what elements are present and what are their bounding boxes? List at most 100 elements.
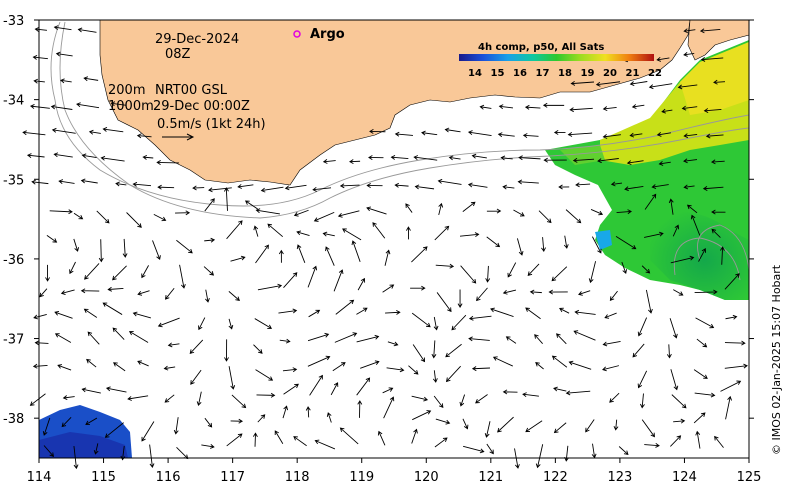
current-arrow xyxy=(385,309,401,315)
x-tick-label: 115 xyxy=(91,470,116,485)
current-arrow xyxy=(293,436,307,447)
current-arrow xyxy=(411,246,428,263)
current-arrow xyxy=(538,210,552,224)
current-arrow xyxy=(719,246,725,265)
current-arrow xyxy=(445,365,461,383)
current-arrow xyxy=(479,104,492,110)
argo-marker-icon xyxy=(293,30,301,38)
current-arrow xyxy=(34,340,49,346)
current-arrow xyxy=(192,185,205,191)
current-arrow xyxy=(457,289,463,308)
current-arrow xyxy=(431,340,437,359)
current-arrow xyxy=(610,181,623,187)
current-arrow xyxy=(128,331,149,343)
hour-label: 08Z xyxy=(165,47,191,62)
current-arrow xyxy=(312,186,332,192)
current-arrow xyxy=(85,417,98,425)
current-arrow xyxy=(196,391,202,407)
current-arrow xyxy=(152,240,161,261)
current-arrow xyxy=(57,364,72,371)
x-tick-label: 117 xyxy=(220,470,245,485)
current-arrow xyxy=(228,318,234,330)
current-arrow xyxy=(720,380,742,392)
current-arrow xyxy=(43,445,55,458)
current-arrow xyxy=(468,315,492,321)
current-arrow xyxy=(228,366,236,390)
current-arrow xyxy=(444,127,461,133)
current-arrow xyxy=(237,184,254,189)
colorbar-tick-label: 20 xyxy=(603,68,617,79)
current-arrow xyxy=(451,314,467,331)
current-arrow xyxy=(412,410,432,421)
current-arrow xyxy=(149,444,155,468)
colorbar-tick-label: 17 xyxy=(536,68,550,79)
current-arrow xyxy=(55,51,73,57)
current-arrow xyxy=(459,394,466,407)
current-arrow xyxy=(590,209,604,216)
current-arrow xyxy=(408,365,419,375)
current-arrow xyxy=(591,443,597,459)
current-arrow xyxy=(357,277,366,291)
current-arrow xyxy=(307,355,331,367)
current-arrow xyxy=(61,417,72,428)
current-arrow xyxy=(644,193,657,210)
current-arrow xyxy=(535,362,544,370)
current-arrow xyxy=(670,255,695,264)
current-arrow xyxy=(204,237,216,243)
current-arrow xyxy=(448,155,461,161)
current-arrow xyxy=(556,333,567,345)
current-arrow xyxy=(382,284,395,293)
y-tick-label: -36 xyxy=(3,253,24,268)
colorbar-tick-label: 14 xyxy=(468,68,482,79)
current-arrow xyxy=(525,420,543,433)
current-arrow xyxy=(58,179,75,184)
current-arrow xyxy=(700,56,724,62)
y-axis: -33 -34 -35 -36 -37 -38 xyxy=(3,14,754,427)
current-arrow xyxy=(595,81,621,87)
current-arrow xyxy=(644,442,660,448)
current-arrow xyxy=(616,209,632,215)
current-arrow xyxy=(641,419,655,438)
current-arrow xyxy=(693,369,708,379)
current-arrow xyxy=(553,130,566,135)
current-arrow xyxy=(53,152,73,158)
current-arrow xyxy=(33,313,47,320)
current-arrow xyxy=(332,362,346,372)
current-arrow xyxy=(368,155,384,160)
current-arrow xyxy=(666,344,672,359)
current-arrow xyxy=(382,387,394,394)
current-arrow xyxy=(283,272,298,289)
current-arrow xyxy=(553,422,567,434)
current-arrow xyxy=(644,231,664,238)
current-arrow xyxy=(724,273,740,290)
current-arrow xyxy=(711,228,721,238)
current-arrow xyxy=(175,210,191,216)
current-arrow xyxy=(274,430,284,445)
current-arrow xyxy=(255,208,280,215)
current-arrow xyxy=(434,437,448,448)
current-arrow xyxy=(164,394,175,403)
current-arrow xyxy=(104,422,124,438)
current-arrow xyxy=(578,290,591,296)
current-arrow xyxy=(485,265,491,283)
current-arrow xyxy=(278,308,298,314)
current-arrow xyxy=(645,289,653,314)
current-arrow xyxy=(369,129,386,134)
current-arrow xyxy=(651,184,669,190)
current-arrow xyxy=(394,131,413,137)
current-arrow xyxy=(394,182,409,188)
current-arrow xyxy=(445,343,462,358)
current-arrow xyxy=(435,418,451,425)
current-arrow xyxy=(45,264,50,282)
current-arrow xyxy=(567,132,593,137)
current-arrow xyxy=(81,387,101,394)
current-arrow xyxy=(105,386,127,393)
current-arrow xyxy=(29,104,50,109)
current-arrow xyxy=(462,418,469,430)
current-arrow xyxy=(279,338,291,344)
current-arrow xyxy=(226,433,243,447)
current-arrow xyxy=(484,421,491,438)
current-arrow xyxy=(433,316,439,331)
current-arrow xyxy=(518,155,541,161)
current-arrow xyxy=(339,183,360,189)
